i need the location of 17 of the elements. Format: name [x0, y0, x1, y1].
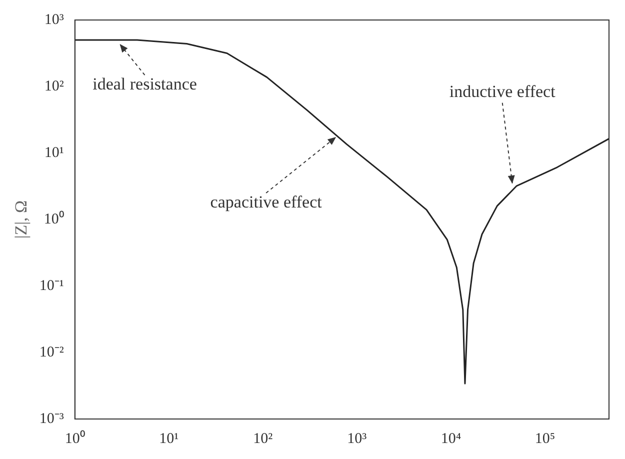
- x-tick-label: 10⁵: [534, 430, 556, 447]
- y-tick-label: 10²: [44, 78, 64, 94]
- x-tick-label: 10⁴: [440, 430, 462, 447]
- x-tick-label: 10¹: [159, 430, 179, 447]
- y-tick-label: 10¹: [44, 144, 64, 161]
- y-tick-label: 10³: [44, 12, 64, 28]
- y-tick-label: 10⁰: [44, 210, 64, 228]
- y-axis-title: |Z|, Ω: [12, 200, 31, 239]
- annotation: ideal resistance: [92, 74, 197, 94]
- x-tick-label: 10³: [347, 430, 368, 447]
- y-tick-label: 10⁻³: [39, 410, 64, 427]
- y-tick-label: 10⁻²: [39, 344, 64, 360]
- x-tick-label: 10²: [253, 430, 274, 447]
- x-tick-label: 10⁰: [64, 430, 85, 447]
- annotation: capacitive effect: [210, 192, 322, 212]
- annotation: inductive effect: [449, 82, 556, 102]
- y-tick-label: 10⁻¹: [39, 278, 64, 294]
